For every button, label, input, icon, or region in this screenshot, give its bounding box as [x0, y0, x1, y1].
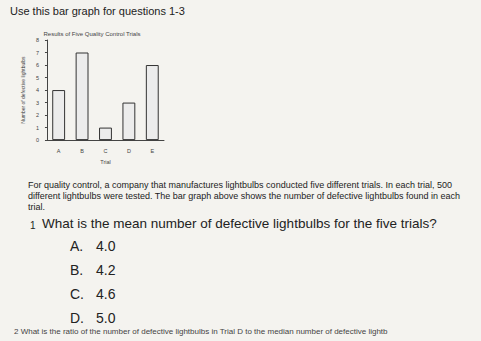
svg-text:7: 7 — [36, 50, 39, 56]
svg-text:D: D — [127, 148, 131, 154]
html-text:D.: D. — [70, 310, 84, 326]
html-text:4.6: 4.6 — [96, 286, 116, 302]
svg-text:0: 0 — [36, 137, 39, 143]
svg-text:2: 2 — [36, 112, 39, 118]
html-text:2 What is the ratio of the num: 2 What is the ratio of the number of def… — [14, 327, 388, 336]
html-text:4.0: 4.0 — [96, 238, 116, 254]
html-text:C.: C. — [70, 286, 84, 302]
html-text:A.: A. — [70, 238, 84, 254]
svg-text:Number of defective lightbulbs: Number of defective lightbulbs — [20, 56, 26, 124]
svg-text:C: C — [103, 148, 107, 154]
svg-text:E: E — [150, 148, 154, 154]
svg-text:B: B — [80, 148, 84, 154]
html-text:4.2: 4.2 — [96, 262, 116, 278]
svg-text:3: 3 — [36, 100, 39, 106]
svg-text:5: 5 — [36, 75, 39, 81]
html-text:5.0: 5.0 — [96, 310, 116, 326]
html-text:1: 1 — [30, 220, 36, 231]
html-text:Use this bar graph for questio: Use this bar graph for questions 1-3 — [10, 5, 185, 17]
html-text:What is the mean number of def: What is the mean number of defective lig… — [42, 216, 437, 231]
svg-text:4: 4 — [36, 87, 39, 93]
svg-text:A: A — [57, 148, 61, 154]
svg-text:8: 8 — [36, 37, 39, 43]
svg-text:Trial: Trial — [100, 159, 111, 165]
svg-text:6: 6 — [36, 62, 39, 68]
svg-text:1: 1 — [36, 125, 39, 131]
svg-text:Results of Five Quality Contro: Results of Five Quality Control Trials — [43, 31, 140, 37]
html-text:For quality control, a company: For quality control, a company that manu… — [28, 180, 460, 212]
html-text:B.: B. — [70, 262, 84, 278]
